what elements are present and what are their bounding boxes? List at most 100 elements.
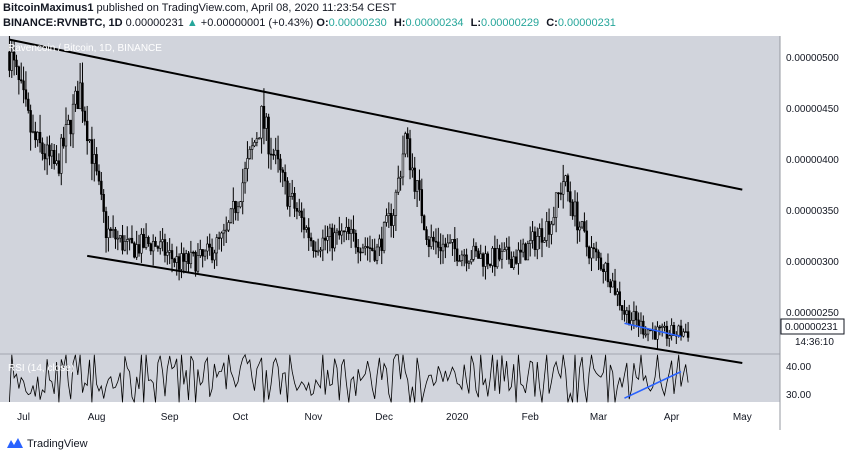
candle-body xyxy=(385,215,388,223)
candle-body xyxy=(420,189,424,217)
candle-body xyxy=(547,221,551,235)
candle-body xyxy=(15,59,18,68)
y-tick-label: 0.00000500 xyxy=(786,53,839,64)
candle-body xyxy=(408,138,412,171)
price-support-line[interactable] xyxy=(624,322,682,338)
candle-body xyxy=(331,227,334,249)
symbol-label[interactable]: BINANCE:RVNBTC, 1D xyxy=(3,17,123,29)
candle-body xyxy=(265,116,268,129)
candle-body xyxy=(182,253,186,262)
price-badge-box xyxy=(780,318,845,335)
candle-body xyxy=(340,230,343,236)
candle-body xyxy=(206,243,209,252)
candle-body xyxy=(281,169,284,173)
rsi-divergence-line[interactable] xyxy=(624,370,682,399)
candle-body xyxy=(239,201,242,208)
candle-body xyxy=(83,110,87,122)
upper-trendline[interactable] xyxy=(9,38,743,191)
candle-body xyxy=(382,222,386,251)
candle-body xyxy=(159,241,162,249)
candle-body xyxy=(168,250,171,253)
candle-body xyxy=(521,243,525,253)
candle-body xyxy=(76,90,79,110)
candle-body xyxy=(27,98,30,111)
candle-body xyxy=(342,230,346,233)
candle-body xyxy=(625,310,629,315)
candle-body xyxy=(312,240,315,252)
candle-body xyxy=(463,254,466,257)
author-name[interactable]: BitcoinMaximus1 xyxy=(3,2,94,14)
candle-body xyxy=(173,258,176,263)
candle-body xyxy=(399,176,402,179)
candle-body xyxy=(276,149,280,160)
candle-body xyxy=(507,246,511,260)
candle-body xyxy=(354,232,358,248)
candle-body xyxy=(217,237,221,239)
candle-body xyxy=(503,249,506,252)
time-axis[interactable] xyxy=(0,402,780,430)
trendlines-group xyxy=(9,38,743,399)
candle-body xyxy=(618,291,621,306)
tradingview-logo-icon[interactable] xyxy=(6,437,24,449)
candle-body xyxy=(295,208,299,212)
countdown-badge: 14:36:10 xyxy=(795,337,834,348)
candle-body xyxy=(550,223,553,235)
candle-body xyxy=(514,256,518,264)
candle-body xyxy=(639,320,643,327)
pane-title: Ravencoin / Bitcoin, 1D, BINANCE xyxy=(8,43,162,54)
lower-trendline[interactable] xyxy=(87,254,743,364)
y-tick-label: 0.00000350 xyxy=(786,206,839,217)
candle-body xyxy=(441,243,445,252)
candle-body xyxy=(554,192,558,218)
candle-body xyxy=(512,256,515,268)
candle-body xyxy=(78,82,82,110)
candle-body xyxy=(500,250,504,260)
candle-body xyxy=(359,251,362,254)
candle-body xyxy=(31,131,35,133)
candle-body xyxy=(418,180,421,190)
candle-body xyxy=(406,133,409,139)
candle-body xyxy=(29,110,32,133)
x-tick-label: Aug xyxy=(88,412,106,423)
chart-area[interactable]: Ravencoin / Bitcoin, 1D, BINANCE RSI (14… xyxy=(0,36,850,430)
candle-body xyxy=(646,329,650,335)
candle-body xyxy=(241,182,244,202)
candle-body xyxy=(232,201,235,210)
candle-body xyxy=(64,124,68,147)
candle-body xyxy=(611,280,614,288)
candle-body xyxy=(368,247,372,249)
candle-body xyxy=(229,208,233,223)
candle-body xyxy=(243,168,247,184)
candle-body xyxy=(161,239,164,243)
price-axis[interactable] xyxy=(780,36,850,430)
candle-body xyxy=(130,237,134,244)
candle-body xyxy=(267,116,270,155)
candle-body xyxy=(137,244,141,254)
candle-body xyxy=(656,326,659,340)
candle-body xyxy=(180,253,183,270)
candle-body xyxy=(663,325,666,328)
x-ticks-group: Jul Aug Sep Oct Nov Dec 2020 Feb Mar Apr May xyxy=(17,412,752,423)
candle-body xyxy=(253,142,256,147)
candle-body xyxy=(496,248,499,268)
candle-body xyxy=(576,201,579,231)
tradingview-brand[interactable]: TradingView xyxy=(27,438,88,450)
candle-body xyxy=(126,239,129,242)
candle-body xyxy=(658,326,662,329)
candle-body xyxy=(670,324,673,337)
candle-body xyxy=(147,237,150,244)
candle-body xyxy=(248,149,251,159)
candle-body xyxy=(95,154,98,172)
candle-body xyxy=(258,137,261,140)
candle-body xyxy=(215,237,218,254)
candle-body xyxy=(397,177,400,193)
candle-body xyxy=(272,154,275,156)
candle-body xyxy=(349,228,353,234)
candle-body xyxy=(470,259,473,263)
candle-body xyxy=(460,254,464,262)
candle-body xyxy=(60,137,63,174)
candle-body xyxy=(686,331,690,338)
candle-body xyxy=(71,103,75,135)
candles-group xyxy=(8,36,690,403)
candle-body xyxy=(55,160,58,164)
